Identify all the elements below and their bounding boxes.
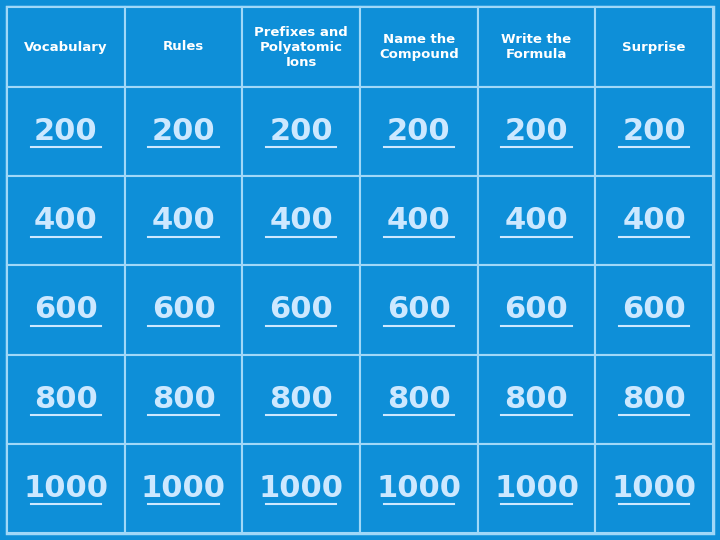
- Bar: [125, 176, 243, 265]
- Text: 1000: 1000: [23, 474, 108, 503]
- Bar: [7, 444, 125, 533]
- Text: 1000: 1000: [141, 474, 226, 503]
- Text: 200: 200: [34, 117, 98, 146]
- Text: 600: 600: [387, 295, 451, 325]
- Bar: [360, 176, 477, 265]
- Bar: [360, 87, 477, 176]
- Text: 800: 800: [152, 384, 215, 414]
- Bar: [595, 87, 713, 176]
- Bar: [477, 355, 595, 444]
- Bar: [7, 265, 125, 355]
- Text: 600: 600: [269, 295, 333, 325]
- Text: 400: 400: [622, 206, 686, 235]
- Text: 800: 800: [387, 384, 451, 414]
- Text: 600: 600: [505, 295, 568, 325]
- Bar: [595, 355, 713, 444]
- Bar: [360, 7, 477, 87]
- Text: 200: 200: [387, 117, 451, 146]
- Text: 800: 800: [622, 384, 686, 414]
- Bar: [243, 355, 360, 444]
- Bar: [360, 355, 477, 444]
- Bar: [125, 265, 243, 355]
- Bar: [477, 265, 595, 355]
- Text: 200: 200: [269, 117, 333, 146]
- Bar: [595, 265, 713, 355]
- Text: 800: 800: [269, 384, 333, 414]
- Bar: [7, 7, 125, 87]
- Text: 200: 200: [622, 117, 686, 146]
- Text: Surprise: Surprise: [623, 40, 686, 53]
- Text: 1000: 1000: [377, 474, 462, 503]
- Text: 400: 400: [387, 206, 451, 235]
- Bar: [360, 444, 477, 533]
- Text: Vocabulary: Vocabulary: [24, 40, 107, 53]
- Text: 400: 400: [152, 206, 215, 235]
- Bar: [360, 265, 477, 355]
- Text: 200: 200: [505, 117, 568, 146]
- Bar: [477, 87, 595, 176]
- Text: 1000: 1000: [494, 474, 579, 503]
- Bar: [595, 176, 713, 265]
- Text: 400: 400: [505, 206, 568, 235]
- Text: 800: 800: [34, 384, 98, 414]
- Bar: [243, 176, 360, 265]
- Bar: [125, 87, 243, 176]
- Bar: [477, 176, 595, 265]
- Bar: [243, 7, 360, 87]
- Text: Write the
Formula: Write the Formula: [501, 33, 572, 61]
- Text: 400: 400: [269, 206, 333, 235]
- Bar: [7, 176, 125, 265]
- Text: 600: 600: [34, 295, 98, 325]
- Text: 1000: 1000: [612, 474, 697, 503]
- Text: Prefixes and
Polyatomic
Ions: Prefixes and Polyatomic Ions: [254, 25, 348, 69]
- Text: 1000: 1000: [258, 474, 343, 503]
- Bar: [125, 355, 243, 444]
- Bar: [243, 444, 360, 533]
- Bar: [477, 444, 595, 533]
- Bar: [125, 444, 243, 533]
- Bar: [243, 87, 360, 176]
- Text: 200: 200: [152, 117, 215, 146]
- Text: Name the
Compound: Name the Compound: [379, 33, 459, 61]
- Bar: [477, 7, 595, 87]
- Bar: [595, 444, 713, 533]
- Text: 600: 600: [152, 295, 215, 325]
- Text: 800: 800: [505, 384, 568, 414]
- Bar: [7, 87, 125, 176]
- Bar: [7, 355, 125, 444]
- Bar: [125, 7, 243, 87]
- Bar: [595, 7, 713, 87]
- Text: 400: 400: [34, 206, 98, 235]
- Text: Rules: Rules: [163, 40, 204, 53]
- Text: 600: 600: [622, 295, 686, 325]
- Bar: [243, 265, 360, 355]
